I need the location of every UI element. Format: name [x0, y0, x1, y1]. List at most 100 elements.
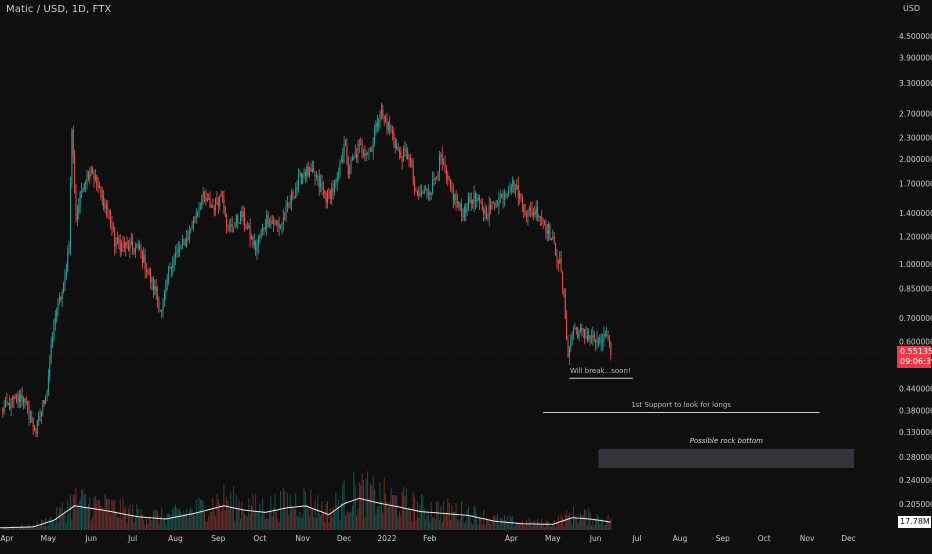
volume-bar	[595, 517, 597, 530]
candle	[155, 279, 157, 301]
candle	[433, 171, 435, 186]
annotation-first-support[interactable]: 1st Support to look for longs	[631, 401, 731, 410]
candle	[21, 386, 23, 406]
volume-bar	[324, 522, 326, 530]
volume-bar	[213, 509, 215, 530]
rock-bottom-zone[interactable]	[598, 448, 855, 468]
volume-bar	[490, 523, 492, 530]
x-tick-label: Sep	[211, 534, 225, 543]
x-tick-label: Aug	[673, 534, 688, 543]
candle	[585, 326, 587, 339]
candle	[169, 262, 171, 270]
volume-bar	[275, 511, 277, 530]
candle	[101, 186, 103, 206]
annotation-will-break[interactable]: Will break...soon!	[569, 367, 631, 376]
candle	[148, 267, 150, 276]
volume-bar	[561, 517, 563, 530]
candle	[342, 147, 344, 164]
symbol-title: Matic / USD, 1D, FTX	[6, 4, 112, 15]
candle	[75, 183, 77, 223]
candle	[179, 241, 181, 258]
candle	[43, 400, 45, 407]
volume-bar	[552, 524, 554, 530]
volume-bar	[143, 519, 145, 530]
volume-bar	[239, 519, 241, 530]
volume-bar	[304, 491, 306, 530]
volume-bar	[309, 516, 311, 530]
volume-bar	[215, 516, 217, 530]
volume-bar	[64, 509, 66, 530]
candle	[332, 179, 334, 200]
annotations[interactable]	[543, 377, 855, 468]
volume-bar	[444, 513, 446, 530]
volume-bar	[351, 505, 353, 530]
volume-bar	[526, 519, 528, 530]
candle	[573, 325, 575, 341]
volume-bar	[448, 503, 450, 530]
volume-bar	[474, 507, 476, 530]
volume-bar	[79, 498, 81, 530]
volume-bar	[473, 505, 475, 530]
candle	[242, 205, 244, 225]
y-axis[interactable]: 4.500000 3.900000 3.300000 2.700000 2.300000…	[899, 32, 932, 509]
annotation-rock-bottom[interactable]: Possible rock bottom	[689, 436, 764, 445]
candle	[427, 184, 429, 201]
candle	[137, 239, 139, 251]
volume-bar	[430, 501, 432, 530]
candle	[418, 186, 420, 200]
volume-bar	[378, 506, 380, 530]
y-tick-label: 0.850000	[899, 285, 932, 294]
candle	[315, 170, 317, 181]
volume-bar	[110, 513, 112, 530]
volume-bar	[491, 520, 493, 530]
candle	[163, 289, 165, 307]
x-axis[interactable]: Apr May Jun Jul Aug Sep Oct Nov Dec 2022 Feb Apr May…	[0, 534, 855, 543]
volume-bar	[9, 528, 11, 530]
candle	[495, 199, 497, 209]
volume-bar	[325, 503, 327, 530]
candle	[123, 237, 125, 253]
candle	[422, 189, 424, 195]
candle	[526, 210, 528, 223]
candle	[541, 209, 543, 226]
candle	[604, 330, 606, 339]
candle	[557, 259, 559, 272]
candle	[130, 232, 132, 246]
volume-bar	[466, 509, 468, 530]
volume-bar	[535, 524, 537, 530]
candle	[25, 396, 27, 406]
volume-bar	[508, 523, 510, 530]
candle	[530, 202, 532, 218]
volume-bar	[479, 516, 481, 530]
volume-bar	[610, 518, 612, 530]
volume-bar	[86, 507, 88, 530]
volume-bar	[411, 521, 413, 530]
volume-bar	[94, 495, 96, 530]
candle	[434, 177, 436, 185]
candle	[97, 177, 99, 193]
volume-bar	[318, 512, 320, 530]
candle	[74, 149, 76, 194]
volume-bar	[274, 494, 276, 530]
volume-bars	[2, 471, 612, 530]
candle	[450, 178, 452, 192]
candle	[83, 182, 85, 192]
volume-bar	[465, 520, 467, 530]
candle	[393, 127, 395, 149]
candle	[172, 256, 174, 276]
volume-bar	[568, 513, 570, 530]
candle	[199, 202, 201, 211]
volume-bar	[599, 523, 601, 530]
volume-bar	[356, 515, 358, 530]
candle	[188, 225, 190, 244]
volume-bar	[584, 509, 586, 530]
volume-bar	[6, 526, 8, 530]
volume-bar	[159, 516, 161, 530]
volume-bar	[69, 494, 71, 530]
candle	[266, 209, 268, 237]
candle	[343, 135, 345, 164]
candle	[260, 228, 262, 239]
volume-bar	[285, 510, 287, 530]
